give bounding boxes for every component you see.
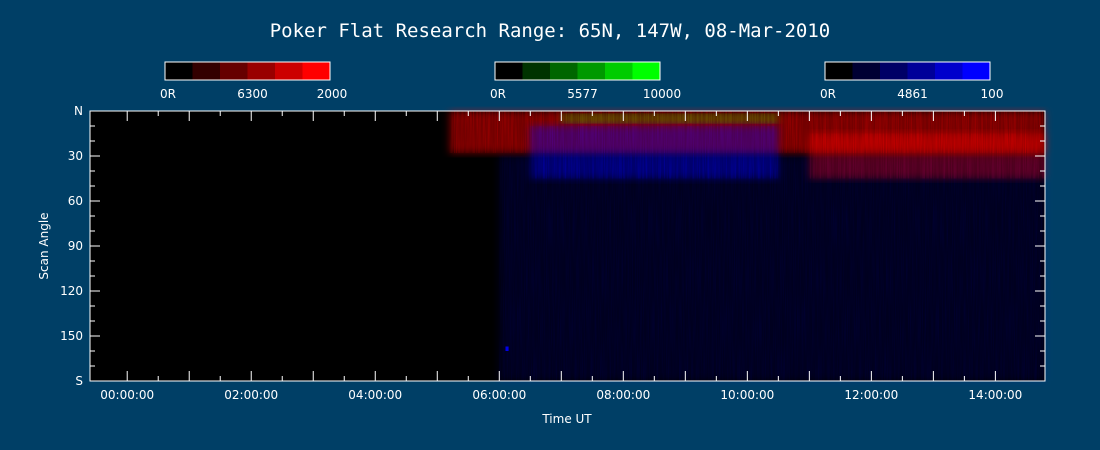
colorbar-step [907,62,936,80]
colorbar-step [247,62,276,80]
x-axis-label: Time UT [541,412,592,426]
colorbar-min-label: 0R [490,87,506,101]
x-tick-label: 10:00:00 [720,388,774,402]
x-tick-label: 02:00:00 [224,388,278,402]
chart-title: Poker Flat Research Range: 65N, 147W, 08… [270,20,831,42]
colorbar-frame [164,61,331,81]
colorbar-step [165,62,193,80]
x-tick-label: 12:00:00 [844,388,898,402]
colorbar-step [935,62,963,80]
x-axis: 00:00:00 02:00:00 04:00:00 06:00:00 08:00:00… [100,111,1022,402]
colorbar-step [577,62,606,80]
y-tick-label: 150 [60,329,83,343]
colorbar-frame [494,61,661,81]
colorbar-step [605,62,633,80]
y-tick-label: 30 [68,149,83,163]
colorbar-5577: 0R 5577 10000 [490,61,681,101]
y-tick-label: 90 [68,239,83,253]
x-tick-label: 08:00:00 [596,388,650,402]
y-axis: N 30 60 90 120 150 S [60,104,1045,388]
colorbar-step [275,62,303,80]
colorbar-max-label: 2000 [317,87,348,101]
colorbar-4861: 0R 4861 100 [820,61,1004,101]
emission-layer [449,111,1046,381]
emission-4861 [505,346,509,351]
colorbar-min-label: 0R [820,87,836,101]
y-tick-label: S [75,374,83,388]
colorbar-min-label: 0R [160,87,176,101]
colorbar-step [302,62,331,80]
colorbar-step [632,62,661,80]
y-tick-label: N [74,104,83,118]
colorbar-step [962,62,991,80]
colorbar-step [220,62,248,80]
colorbar-wavelength-label: 4861 [897,87,928,101]
x-tick-label: 06:00:00 [472,388,526,402]
colorbar-step [825,62,853,80]
y-axis-label: Scan Angle [37,212,51,279]
colorbar-step [880,62,908,80]
y-tick-label: 120 [60,284,83,298]
colorbar-legend: 0R 6300 2000 0R 5577 10000 0R 4861 100 [160,61,1004,101]
x-tick-label: 04:00:00 [348,388,402,402]
colorbar-step [852,62,881,80]
colorbar-step [192,62,221,80]
colorbar-step [550,62,578,80]
colorbar-max-label: 100 [981,87,1004,101]
colorbar-frame [824,61,991,81]
colorbar-wavelength-label: 5577 [567,87,598,101]
colorbar-step [522,62,551,80]
colorbar-max-label: 10000 [643,87,681,101]
x-tick-label: 00:00:00 [100,388,154,402]
x-tick-label: 14:00:00 [968,388,1022,402]
emission-texture-4861 [499,156,1045,381]
colorbar-step [495,62,523,80]
emission-texture-5577 [561,114,779,123]
y-tick-label: 60 [68,194,83,208]
colorbar-wavelength-label: 6300 [237,87,268,101]
colorbar-6300: 0R 6300 2000 [160,61,348,101]
